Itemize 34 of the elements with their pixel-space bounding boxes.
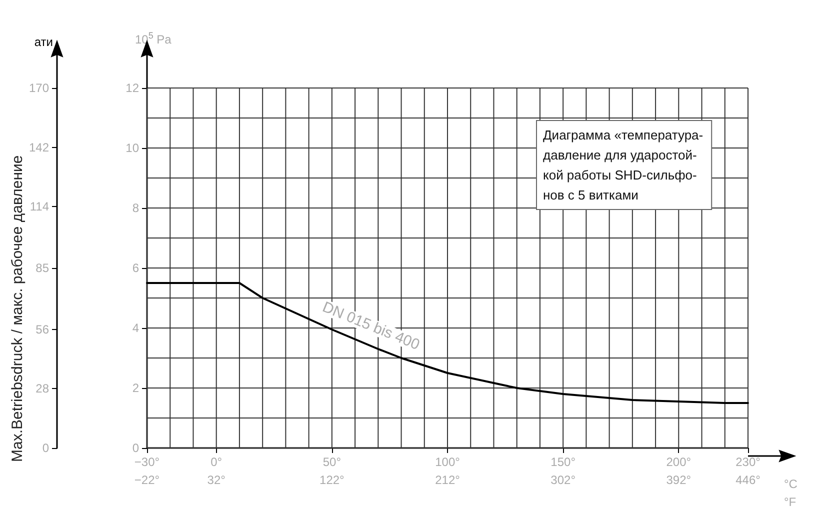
x-tick-label: 0° [210, 455, 222, 469]
x2-tick-label: 302° [550, 473, 576, 487]
y-tick-label: 4 [132, 321, 140, 335]
y2-tick-label: 0 [42, 441, 50, 455]
x2-tick-label: 122° [320, 473, 345, 487]
y-tick-label: 0 [132, 441, 140, 455]
y-tick-label: 10 [126, 141, 140, 155]
x2-axis-title: °F [784, 495, 796, 508]
x-tick-label: 230° [736, 455, 761, 469]
x-tick-label: 50° [322, 455, 342, 469]
y-tick-label: 2 [132, 381, 140, 395]
y-tick-label: 6 [132, 261, 140, 275]
text: DN 015 bis 400 [320, 298, 422, 354]
y2-axis-title: ати [34, 35, 53, 49]
x-tick-label: −30° [134, 455, 160, 469]
x-tick-label: 200° [666, 455, 692, 469]
x2-tick-label: 212° [435, 473, 460, 487]
y2-tick-label: 170 [28, 81, 50, 95]
y2-tick-label: 114 [30, 200, 50, 214]
annotation: Диаграмма «температура- давление для ударостой- кой работы SHD-сильфо- нов с 5 витками [543, 128, 704, 202]
y2-tick-label: 56 [36, 322, 50, 336]
y2-tick-label: 142 [28, 140, 50, 154]
x2-tick-label: 446° [736, 473, 761, 487]
x2-tick-label: 392° [666, 473, 692, 487]
x2-tick-label: −22° [134, 473, 160, 487]
y2-tick-label: 85 [36, 261, 50, 275]
y-tick-label: 12 [126, 81, 140, 95]
y2-tick-label: 28 [36, 382, 50, 396]
y-tick-label: 8 [132, 201, 140, 215]
text: Max.Betriebsdruck / макс. рабочее давление [9, 155, 26, 462]
x-tick-label: 150° [550, 455, 576, 469]
x2-tick-label: 32° [207, 473, 226, 487]
x-tick-label: 100° [435, 455, 460, 469]
x-axis-title: °C [784, 477, 798, 491]
